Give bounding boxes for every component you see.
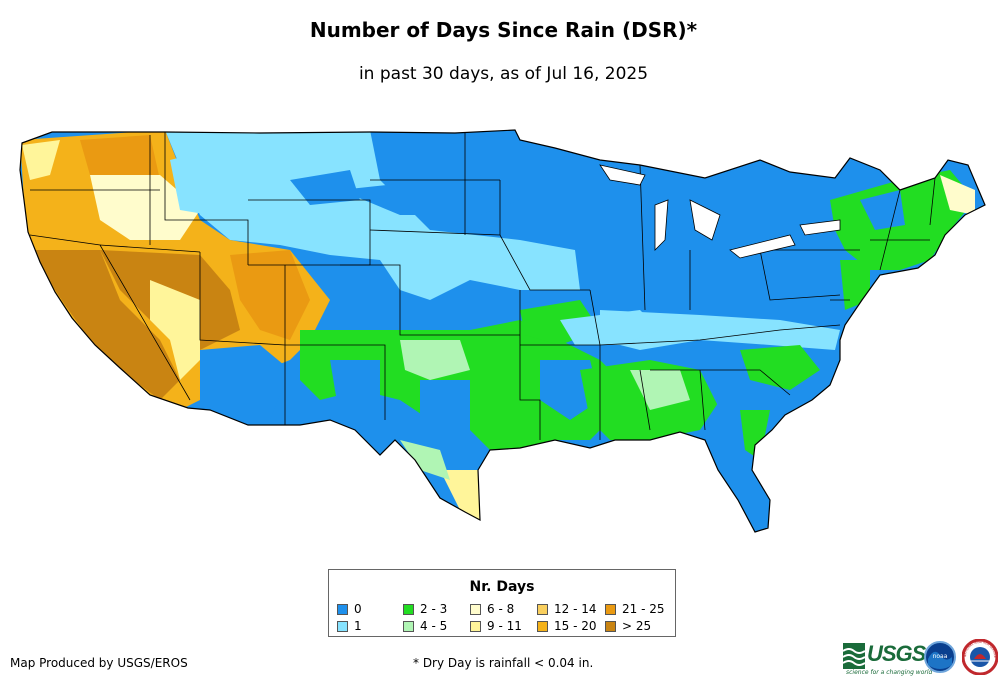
usgs-logo: USGS	[867, 641, 926, 666]
great-lakes	[599, 164, 841, 259]
legend-swatch	[337, 604, 348, 615]
legend-swatch	[537, 604, 548, 615]
legend: Nr. Days 0 1 2 - 3 4 - 5 6 - 8 9 - 11 12…	[328, 569, 676, 637]
legend-swatch	[403, 621, 414, 632]
legend-item-1: 1	[337, 619, 362, 633]
noaa-logo-text: noaa	[933, 653, 948, 660]
legend-swatch	[403, 604, 414, 615]
legend-item-7: 15 - 20	[537, 619, 597, 633]
map-title: Number of Days Since Rain (DSR)*	[309, 18, 698, 42]
legend-item-3: 4 - 5	[403, 619, 447, 633]
map-subtitle: in past 30 days, as of Jul 16, 2025	[358, 64, 649, 84]
legend-swatch	[470, 621, 481, 632]
legend-swatch	[337, 621, 348, 632]
legend-item-5: 9 - 11	[470, 619, 522, 633]
legend-item-2: 2 - 3	[403, 602, 447, 616]
legend-swatch	[605, 621, 616, 632]
legend-swatch	[605, 604, 616, 615]
noaa-logo-icon: noaa	[924, 641, 956, 673]
usgs-wave-icon	[843, 643, 865, 669]
state-borders	[19, 129, 986, 533]
nws-logo-icon: NATIONAL WEATHER SERVICE	[962, 639, 998, 675]
legend-item-0: 0	[337, 602, 362, 616]
footnote: * Dry Day is rainfall < 0.04 in.	[413, 656, 594, 670]
legend-item-8: 21 - 25	[605, 602, 665, 616]
legend-item-4: 6 - 8	[470, 602, 514, 616]
legend-title: Nr. Days	[469, 579, 535, 595]
legend-item-9: > 25	[605, 619, 651, 633]
usgs-tagline: science for a changing world	[846, 669, 933, 676]
legend-swatch	[470, 604, 481, 615]
legend-item-6: 12 - 14	[537, 602, 597, 616]
map-credit: Map Produced by USGS/EROS	[10, 656, 188, 670]
legend-swatch	[537, 621, 548, 632]
